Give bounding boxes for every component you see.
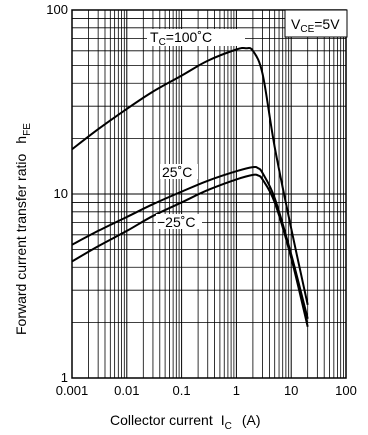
series-label-bg-25 [160, 164, 198, 179]
condition-symbol: V [291, 16, 301, 32]
condition-rest: =5V [314, 16, 340, 32]
y-axis-label-symbol: h [13, 136, 29, 144]
x-axis-label-symbol: I [221, 412, 225, 428]
tick-labels: 0.001 0.01 0.1 1 10 100 1 10 100 [46, 2, 357, 398]
condition-box-frame [284, 9, 348, 38]
series-line-0 [71, 46, 309, 305]
y-tick-label: 100 [46, 2, 68, 17]
x-tick-label: 0.01 [114, 383, 139, 398]
series-labels: TC=100˚C 25˚C −25˚C [147, 29, 245, 230]
x-tick-label: 10 [284, 383, 298, 398]
series-label-minus25c: −25˚C [157, 214, 196, 230]
x-tick-label: 100 [335, 383, 357, 398]
series-label-bg-m25 [156, 214, 202, 229]
series-label-100c: TC=100˚C [150, 29, 212, 48]
plot-frame [71, 9, 347, 379]
x-axis-label-main: Collector current [110, 412, 213, 428]
condition-label: VCE=5V [291, 16, 340, 35]
y-axis-label-main: Forward current transfer ratio [13, 154, 29, 335]
series-line-2 [71, 173, 309, 327]
y-tick-label: 1 [61, 370, 68, 385]
series-line-1 [71, 165, 309, 319]
condition-sub: CE [300, 24, 314, 35]
x-tick-label: 0.001 [56, 383, 89, 398]
series-label-25c: 25˚C [162, 164, 192, 180]
series-label-bg-100 [147, 29, 245, 46]
condition-box: VCE=5V [284, 9, 348, 38]
y-tick-label: 10 [54, 186, 68, 201]
x-axis-label-sub: C [225, 421, 232, 432]
curves [71, 46, 309, 327]
y-axis-label: Forward current transfer ratio hFE [13, 123, 33, 335]
series-label-100c-rest: =100˚C [166, 29, 212, 45]
x-axis-label: Collector current IC (A) [110, 412, 261, 432]
y-axis-label-sub: FE [22, 123, 33, 136]
series-label-100c-sub: C [159, 37, 166, 48]
grid [71, 9, 347, 379]
series-label-100c-symbol: T [150, 29, 159, 45]
x-tick-label: 0.1 [173, 383, 191, 398]
x-tick-label: 1 [233, 383, 240, 398]
x-axis-label-unit: (A) [242, 412, 261, 428]
